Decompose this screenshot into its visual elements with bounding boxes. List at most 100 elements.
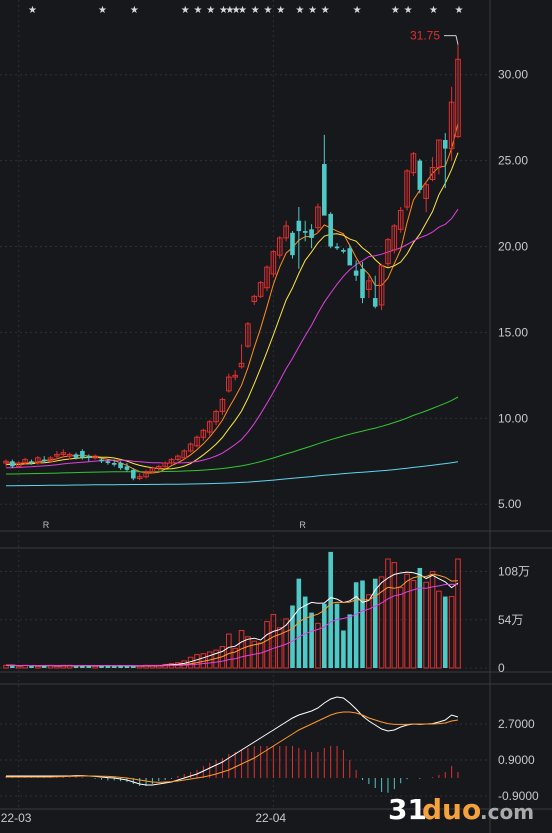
volume-bar — [86, 665, 92, 668]
candle-body — [423, 184, 429, 199]
candle-body — [372, 298, 378, 307]
volume-bar — [302, 596, 308, 668]
axis-labels: 30.00 25.00 20.00 15.00 10.00 5.00 108万 54万 0 2.7… — [1, 68, 539, 825]
volume-bar — [385, 558, 391, 669]
candle-body — [47, 457, 54, 462]
volume-bar — [105, 665, 111, 668]
candle-body — [410, 153, 417, 174]
volume-ma-line — [6, 583, 459, 667]
event-star-marker: ★ — [308, 5, 317, 16]
ma-line-ma60 — [6, 396, 459, 475]
candle-body — [442, 140, 448, 149]
x-tick-label: 22-04 — [255, 811, 286, 825]
macd-tick-label: 2.7000 — [498, 717, 535, 731]
candle-body — [181, 450, 188, 459]
event-star-marker: ★ — [181, 5, 190, 16]
event-star-marker: ★ — [276, 5, 285, 16]
event-star-marker: ★ — [130, 5, 139, 16]
event-star-marker: ★ — [391, 5, 400, 16]
volume-panel — [3, 551, 461, 669]
volume-bar — [366, 594, 372, 669]
price-tick-label: 15.00 — [498, 325, 528, 339]
candle-body — [436, 139, 442, 168]
candle-body — [175, 455, 181, 461]
candle-body — [360, 268, 365, 299]
candle-body — [341, 249, 346, 252]
volume-tick-label: 54万 — [498, 613, 523, 627]
event-star-marker: ★ — [353, 5, 362, 16]
candle-body — [168, 459, 175, 464]
volume-bar — [245, 636, 251, 669]
volume-bar — [54, 665, 60, 669]
candle-body — [35, 457, 41, 464]
volume-bar — [270, 613, 277, 669]
candle-body — [111, 462, 117, 465]
candle-body — [80, 450, 85, 458]
candle-body — [417, 160, 423, 190]
candle-body — [404, 170, 410, 208]
candle-body — [73, 454, 79, 458]
candle-body — [347, 248, 353, 266]
ma-line-ma20 — [5, 208, 459, 469]
event-star-marker: ★ — [28, 5, 37, 16]
svg-text:duo: duo — [422, 793, 481, 826]
volume-bar — [257, 642, 264, 669]
volume-bar — [309, 612, 314, 668]
candle-body — [29, 461, 34, 463]
event-star-marker: ★ — [232, 5, 241, 16]
event-star-marker: ★ — [404, 5, 413, 16]
event-star-marker: ★ — [98, 5, 107, 16]
volume-bar — [162, 663, 168, 669]
volume-bar — [131, 666, 136, 668]
volume-bar — [391, 562, 398, 669]
macd-dea-line — [6, 711, 459, 783]
volume-bar — [118, 665, 123, 668]
event-star-marker: ★ — [321, 5, 330, 16]
volume-bar — [334, 603, 340, 668]
volume-bar — [41, 665, 47, 668]
candle-body — [283, 225, 289, 239]
volume-bar — [226, 633, 232, 669]
event-star-marker: ★ — [429, 5, 438, 16]
volume-tick-label: 0 — [498, 661, 505, 675]
candle-body — [213, 410, 219, 423]
candle-body — [385, 239, 391, 265]
event-star-marker: ★ — [264, 5, 273, 16]
volume-bar — [10, 665, 15, 668]
volume-bar — [29, 665, 34, 668]
candle-body — [264, 266, 270, 289]
candle-body — [66, 453, 73, 457]
price-tick-label: 10.00 — [498, 411, 528, 425]
candle-body — [194, 436, 200, 447]
high-arrow — [455, 35, 459, 45]
price-tick-label: 20.00 — [498, 240, 528, 254]
volume-bar — [397, 587, 404, 669]
candle-body — [334, 246, 340, 249]
candle-body — [162, 462, 168, 467]
site-watermark: 31 duo .com — [388, 793, 534, 826]
volume-bar — [455, 558, 461, 669]
volume-bar — [194, 654, 200, 669]
volume-bar — [360, 580, 365, 668]
volume-bar — [328, 551, 333, 668]
candle-body — [41, 459, 47, 462]
volume-bar — [353, 582, 359, 668]
event-star-marker: ★ — [193, 5, 202, 16]
volume-bar — [296, 578, 302, 668]
svg-text:.com: .com — [480, 800, 534, 824]
volume-bar — [322, 603, 327, 668]
volume-bar — [436, 590, 442, 669]
macd-tick-label: -0.9000 — [498, 789, 539, 803]
price-tick-label: 5.00 — [498, 497, 522, 511]
svg-text:31: 31 — [388, 793, 427, 826]
volume-tick-label: 108万 — [498, 565, 530, 579]
volume-bar — [80, 665, 85, 668]
volume-bar — [315, 622, 321, 669]
event-star-marker: ★ — [219, 5, 228, 16]
price-tick-label: 30.00 — [498, 68, 528, 82]
volume-bar — [341, 630, 346, 668]
volume-bar — [15, 665, 22, 669]
volume-bar — [378, 576, 385, 669]
volume-bar — [290, 605, 295, 668]
candle-body — [245, 323, 251, 347]
